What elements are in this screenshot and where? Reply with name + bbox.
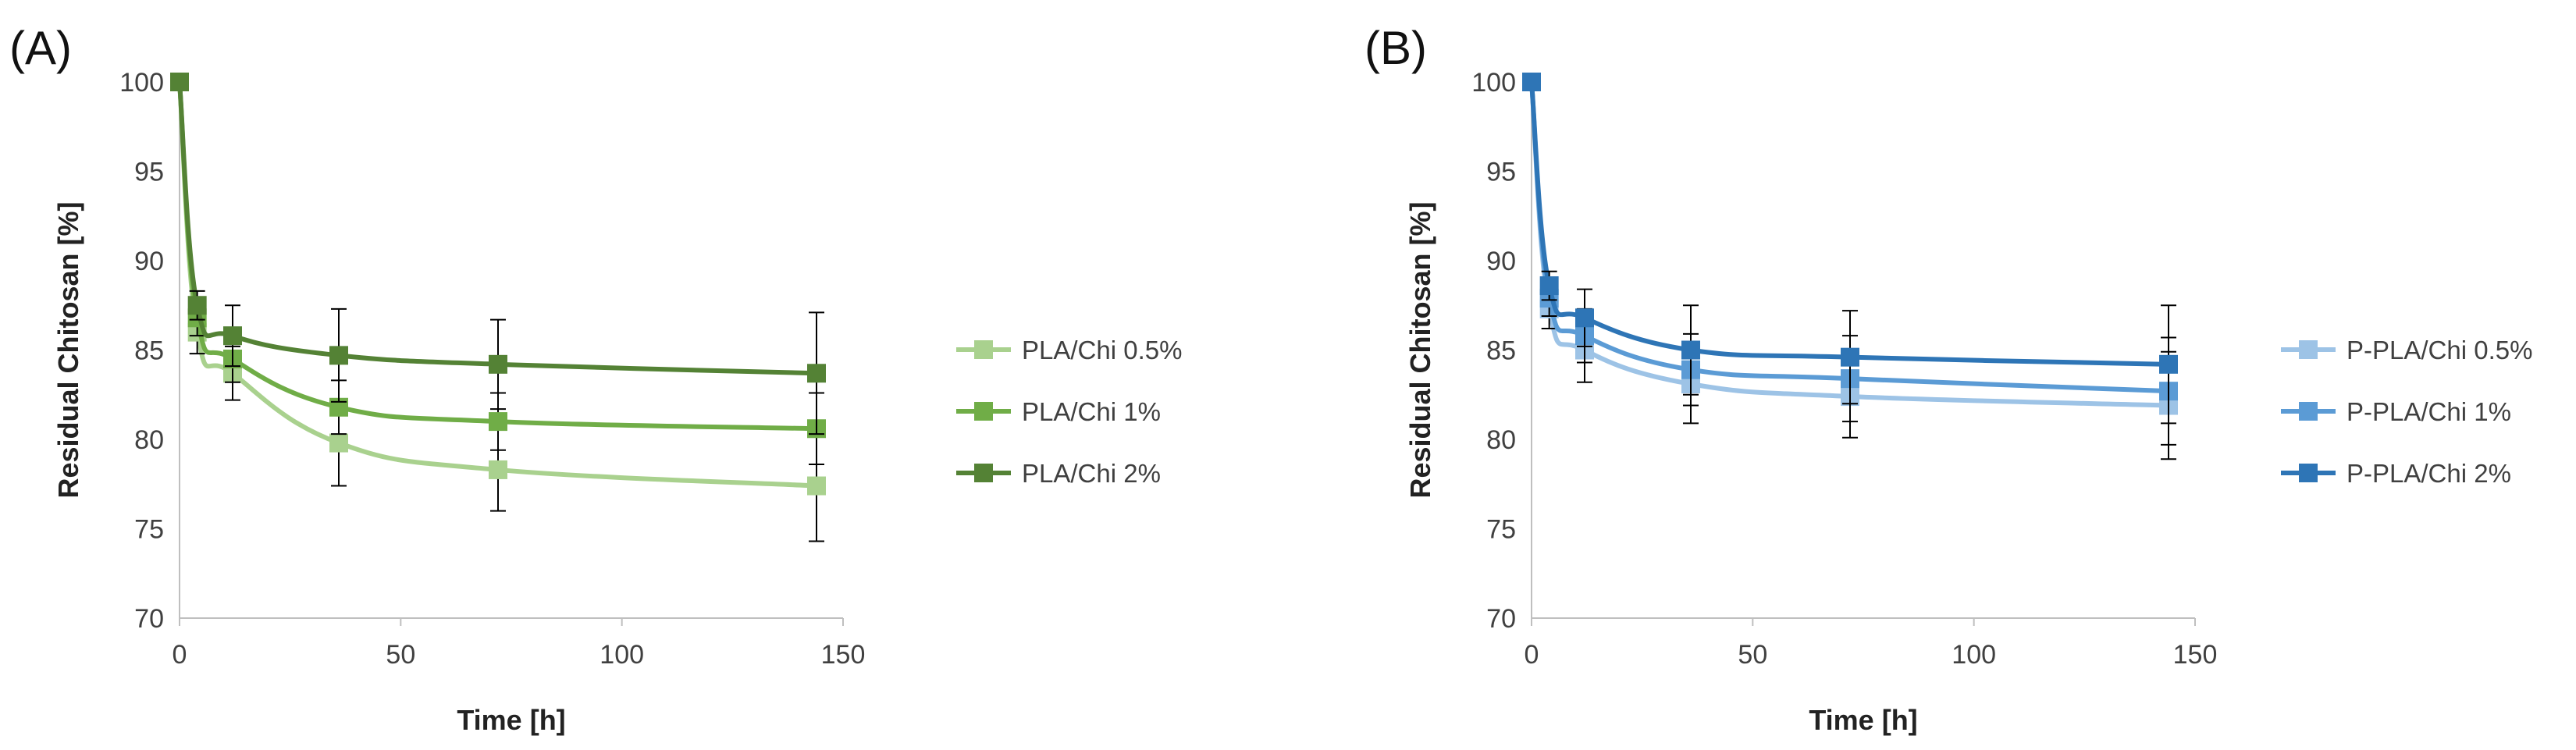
panel-b-xtick-label: 0 <box>1525 640 1539 670</box>
panel-a-ytick-label: 95 <box>134 158 164 187</box>
panel-b-data-point <box>1681 340 1700 360</box>
panel-a-xtick-label: 150 <box>821 640 866 670</box>
panel-b-data-point <box>1841 347 1859 367</box>
panel-a-data-point <box>807 364 826 383</box>
panel-b-legend-marker-2 <box>2299 402 2318 421</box>
panel-b-legend-label-2: P-PLA/Chi 1% <box>2347 397 2511 426</box>
panel-b-ytick-label: 95 <box>1486 158 1516 187</box>
panel-b-ytick-label: 85 <box>1486 336 1516 366</box>
panel-a-x-axis-title: Time [h] <box>457 704 565 736</box>
panel-b-ytick-label: 80 <box>1486 425 1516 455</box>
panel-b-ytick-label: 90 <box>1486 247 1516 276</box>
panel-a-xtick-label: 50 <box>386 640 415 670</box>
panel-a-ytick-label: 75 <box>134 515 164 545</box>
panel-b-data-point <box>1575 308 1594 328</box>
panel-b-xtick-label: 150 <box>2173 640 2218 670</box>
panel-a-ytick-label: 90 <box>134 247 164 276</box>
panel-a-ytick-label: 85 <box>134 336 164 366</box>
panel-a-ytick-label: 70 <box>134 604 164 634</box>
panel-b-data-point <box>1539 276 1559 296</box>
panel-b-xtick-label: 50 <box>1738 640 1767 670</box>
panel-b-label: (B) <box>1364 22 1427 74</box>
panel-b-x-axis-title: Time [h] <box>1809 704 1917 736</box>
panel-b-ytick-label: 70 <box>1486 604 1516 634</box>
panel-a-label: (A) <box>9 22 72 74</box>
panel-a-data-point <box>489 354 507 374</box>
panel-a-legend-label-3: PLA/Chi 2% <box>1022 459 1161 488</box>
panel-a-legend-marker-2 <box>974 402 993 421</box>
panel-a-data-point <box>489 412 507 432</box>
panel-a-legend-marker-1 <box>974 340 993 359</box>
panel-b-legend-marker-3 <box>2299 464 2318 482</box>
panel-a-y-axis-title: Residual Chitosan [%] <box>52 201 84 498</box>
panel-b-ytick-label: 75 <box>1486 515 1516 545</box>
panel-a-ytick-label: 80 <box>134 425 164 455</box>
panel-b-legend-marker-1 <box>2299 340 2318 359</box>
panel-b-y-axis-title: Residual Chitosan [%] <box>1404 201 1436 498</box>
panel-b-data-point <box>1522 73 1541 91</box>
panel-b-data-point <box>2159 354 2178 374</box>
panel-a-series-line-3 <box>177 81 817 376</box>
panel-a-data-point <box>329 433 348 453</box>
panel-b-xtick-label: 100 <box>1952 640 1996 670</box>
panel-a-ytick-label: 100 <box>119 68 164 98</box>
panel-a-data-point <box>223 326 242 346</box>
panel-b-series-line-3 <box>1529 81 2169 367</box>
panel-b-legend-label-1: P-PLA/Chi 0.5% <box>2347 336 2532 364</box>
panel-b-legend-label-3: P-PLA/Chi 2% <box>2347 459 2511 488</box>
panel-a-xtick-label: 100 <box>600 640 644 670</box>
panel-b-ytick-label: 100 <box>1471 68 1516 98</box>
panel-a-data-point <box>170 73 189 91</box>
panel-a-data-point <box>489 460 507 479</box>
panel-a-data-point <box>807 476 826 496</box>
panel-a-data-point <box>329 346 348 365</box>
panel-a-legend-label-1: PLA/Chi 0.5% <box>1022 336 1182 364</box>
panel-a-legend-label-2: PLA/Chi 1% <box>1022 397 1161 426</box>
panel-a-xtick-label: 0 <box>173 640 187 670</box>
panel-a-data-point <box>187 296 207 315</box>
panel-a-legend-marker-3 <box>974 464 993 482</box>
